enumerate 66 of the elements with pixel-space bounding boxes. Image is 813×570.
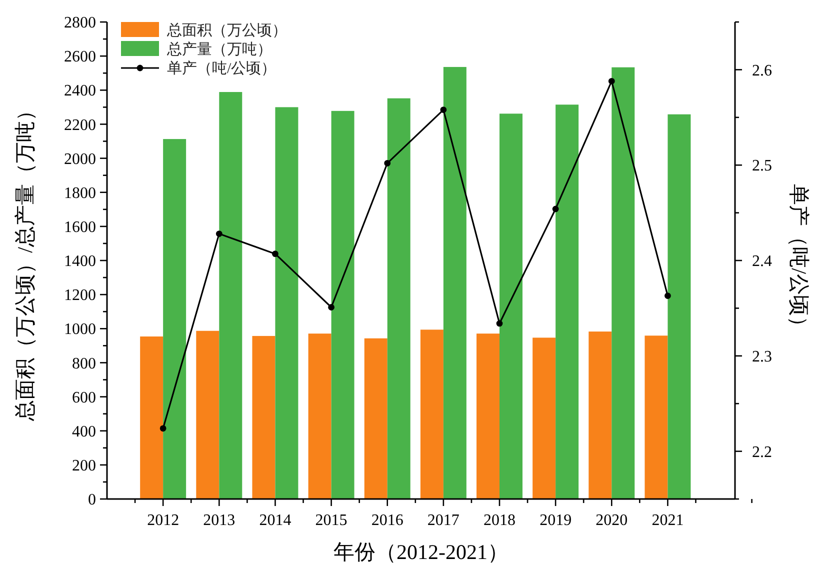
point <box>272 250 278 258</box>
y2-tick-label: 2.4 <box>752 253 772 270</box>
y2-tick-label: 2.3 <box>752 348 772 366</box>
y-tick-label: 2200 <box>64 116 96 134</box>
point <box>216 230 222 237</box>
point <box>552 206 559 212</box>
y2-axis-title: 单产（吨/公顷） <box>787 184 811 337</box>
bar <box>140 336 164 499</box>
bar <box>252 336 276 499</box>
y2-tick-label: 2.6 <box>752 62 772 80</box>
bar <box>476 334 500 499</box>
x-tick-label: 2017 <box>427 512 460 529</box>
y-axis-title: 总面积（万公顷）/总产量（万吨） <box>13 100 37 422</box>
bar <box>219 92 242 499</box>
legend-label: 单产（吨/公顷） <box>167 60 276 77</box>
x-tick-label: 2013 <box>203 512 236 529</box>
y-tick-label: 2800 <box>64 14 96 32</box>
y-tick-label: 200 <box>72 458 96 475</box>
y-tick-label: 1200 <box>64 287 96 304</box>
y-tick-label: 800 <box>72 355 96 372</box>
bar <box>612 67 635 499</box>
y2-tick-label: 2.2 <box>752 444 772 461</box>
point <box>664 292 671 299</box>
x-axis-title: 年份（2012-2021） <box>334 540 508 564</box>
point <box>328 304 334 310</box>
bar <box>196 330 220 499</box>
x-tick-label: 2014 <box>259 512 292 529</box>
x-tick-label: 2019 <box>540 512 572 529</box>
bar <box>163 139 186 499</box>
y-tick-label: 2000 <box>64 150 96 168</box>
point <box>440 106 447 113</box>
bar <box>668 114 691 499</box>
y-tick-label: 1600 <box>64 219 96 236</box>
y-tick-label: 600 <box>72 389 96 406</box>
point <box>384 160 391 166</box>
bar <box>387 98 410 499</box>
x-tick-label: 2018 <box>484 512 516 529</box>
x-tick-label: 2012 <box>147 512 180 529</box>
x-tick-label: 2016 <box>371 512 404 529</box>
bar <box>420 330 444 499</box>
y-tick-label: 2400 <box>64 82 96 100</box>
legend-label: 总面积（万公顷） <box>166 22 287 39</box>
bar <box>588 332 612 499</box>
bar <box>275 107 298 499</box>
bar <box>644 336 668 499</box>
x-tick-label: 2015 <box>315 512 348 529</box>
y2-tick-label: 2.5 <box>752 158 772 175</box>
y-tick-label: 1800 <box>64 184 96 202</box>
bar <box>331 110 354 499</box>
point <box>160 425 166 432</box>
legend-label: 总产量（万吨） <box>166 41 272 58</box>
point <box>608 78 615 84</box>
bar <box>556 104 579 499</box>
x-tick-label: 2020 <box>596 512 628 529</box>
y-tick-label: 2600 <box>64 48 96 66</box>
bar <box>308 334 332 499</box>
y-tick-label: 0 <box>88 492 96 509</box>
y-tick-label: 1400 <box>64 253 96 270</box>
bar <box>443 66 466 499</box>
y-tick-label: 1000 <box>64 321 96 338</box>
x-tick-label: 2021 <box>652 512 684 529</box>
bar <box>500 114 522 499</box>
y-tick-label: 400 <box>72 423 96 440</box>
bar <box>532 338 556 499</box>
bar <box>364 338 388 499</box>
point <box>496 320 503 327</box>
